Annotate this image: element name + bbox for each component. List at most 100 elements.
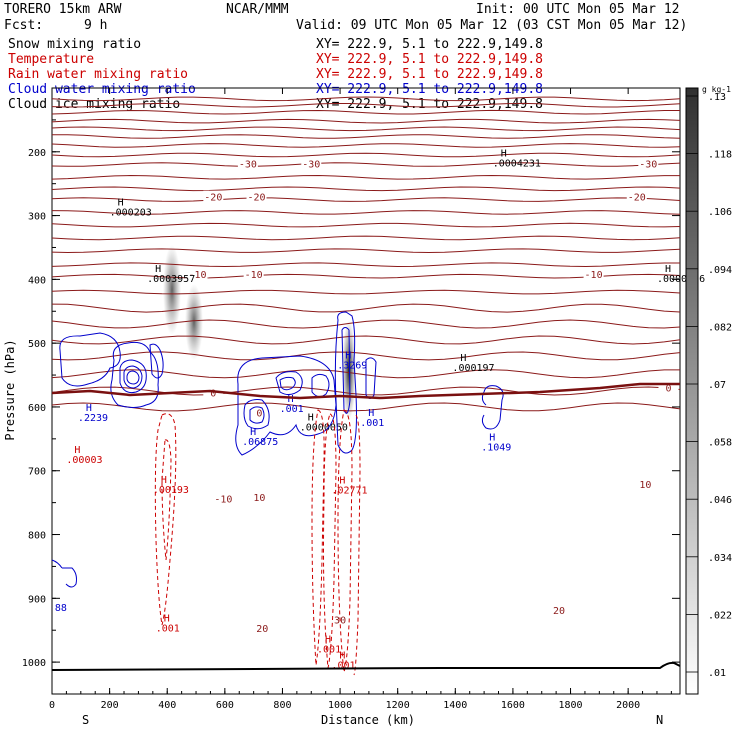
y-tick-label: 900 xyxy=(28,594,46,605)
isotherm-label: 0 xyxy=(256,408,262,419)
maximum-value: .00003 xyxy=(66,455,102,466)
field-xs-endpoints: XY= 222.9, 5.1 to 222.9,149.8 xyxy=(316,82,543,97)
isotherm-label: -10 xyxy=(245,270,263,281)
y-tick-label: 300 xyxy=(28,212,46,223)
isotherm xyxy=(51,96,681,102)
isotherm-label-bg xyxy=(213,492,234,505)
isotherm xyxy=(51,210,681,215)
colorbar-label: .13 xyxy=(708,92,726,103)
terrain-line xyxy=(51,661,681,671)
isotherm-label: -10 xyxy=(214,494,232,505)
colorbar-units: g kg-1 xyxy=(702,85,731,94)
isotherm-label: -30 xyxy=(639,160,657,171)
maximum-marker: H xyxy=(250,427,256,438)
maximum-marker: H xyxy=(155,264,161,275)
isotherm xyxy=(51,143,681,148)
colorbar-label: .058 xyxy=(708,438,732,449)
field-xs-endpoints: XY= 222.9, 5.1 to 222.9,149.8 xyxy=(316,67,543,82)
field-name: Rain water mixing ratio xyxy=(8,67,188,82)
maximum-marker: H xyxy=(460,353,466,364)
isotherm-label: 20 xyxy=(553,606,565,617)
init-time: Init: 00 UTC Mon 05 Mar 12 xyxy=(476,2,680,17)
isotherm xyxy=(51,152,681,158)
maximum-marker: H xyxy=(345,351,351,362)
isotherm-label: -30 xyxy=(302,160,320,171)
maximum-value: .001 xyxy=(360,418,384,429)
isotherm-label-bg xyxy=(635,477,656,490)
maximum-marker: H xyxy=(368,408,374,419)
south-label: S xyxy=(82,713,89,727)
isotherm xyxy=(51,289,681,295)
isotherm-label: -20 xyxy=(204,193,222,204)
isotherm xyxy=(51,109,680,115)
maximum-value: .1049 xyxy=(481,442,511,453)
maximum-marker: H xyxy=(325,635,331,646)
isotherm-label: -20 xyxy=(248,193,266,204)
maximum-value: .0000050 xyxy=(300,423,348,434)
y-tick-label: 1000 xyxy=(22,658,46,669)
x-tick-label: 800 xyxy=(273,700,291,711)
isotherm-label: -10 xyxy=(585,270,603,281)
colorbar-label: .034 xyxy=(708,553,732,564)
isotherm-label: -30 xyxy=(239,160,257,171)
isotherm xyxy=(51,118,681,124)
colorbar-label: .118 xyxy=(708,150,732,161)
isotherm xyxy=(51,303,681,313)
colorbar-label: .07 xyxy=(708,380,726,391)
isotherm xyxy=(51,102,681,108)
isotherm-labels: -30 -30 -30 -20 -20 -20 -10 -10 -10 0 0 0 -10 10 10 20 2… xyxy=(187,157,679,635)
isotherm xyxy=(51,402,681,412)
maximum-value: .001 xyxy=(331,660,355,671)
maximum-marker: H xyxy=(118,198,124,209)
isotherm-label: 10 xyxy=(253,493,265,504)
maximum-value: .000203 xyxy=(110,208,152,219)
isotherm-label-bg xyxy=(638,157,659,170)
colorbar-label: .106 xyxy=(708,207,732,218)
maximum-marker: H xyxy=(489,432,495,443)
x-tick-label: 1400 xyxy=(443,700,467,711)
model-title: TORERO 15km ARW xyxy=(4,2,122,17)
maximum-value: .001 xyxy=(317,645,341,656)
maximum-marker: H xyxy=(501,148,507,159)
plot-frame xyxy=(51,87,681,695)
maximum-marker: H xyxy=(288,394,294,405)
x-axis: 0 200 400 600 800 1000 1200 1400 1600 1800 2000 xyxy=(49,88,672,711)
isotherm xyxy=(51,235,681,241)
north-label: N xyxy=(656,713,663,727)
maximum-value: .02771 xyxy=(331,486,367,497)
isotherm-label: 10 xyxy=(639,480,651,491)
isotherm-label: -10 xyxy=(188,270,206,281)
isotherm-label-bg xyxy=(583,267,604,280)
colorbar-label: .046 xyxy=(708,495,732,506)
maximum-marker: H xyxy=(74,445,80,456)
field-xs-endpoints: XY= 222.9, 5.1 to 222.9,149.8 xyxy=(316,97,543,112)
isotherm xyxy=(51,162,681,167)
isotherm-label-bg xyxy=(549,604,570,617)
colorbar-label: .022 xyxy=(708,610,732,621)
x-tick-label: 200 xyxy=(101,700,119,711)
maximum-marker: H xyxy=(164,613,170,624)
x-tick-label: 400 xyxy=(158,700,176,711)
isotherm-label-bg xyxy=(252,621,273,634)
isotherm-label-bg xyxy=(626,190,647,203)
x-tick-label: 1000 xyxy=(328,700,352,711)
isotherm xyxy=(51,174,680,180)
field-xs-endpoints: XY= 222.9, 5.1 to 222.9,149.8 xyxy=(316,52,543,67)
isotherm-label-bg xyxy=(246,190,267,203)
isotherm-label: 0 xyxy=(665,383,671,394)
maximum-value: .000197 xyxy=(452,363,494,374)
isotherm xyxy=(51,319,681,329)
x-tick-label: 1600 xyxy=(501,700,525,711)
field-list: Snow mixing ratio XY= 222.9, 5.1 to 222.9… xyxy=(8,37,543,112)
x-axis-label: Distance (km) xyxy=(321,713,415,727)
y-tick-label: 600 xyxy=(28,403,46,414)
isotherm xyxy=(51,273,681,279)
colorbar: .01 .022 .034 .046 .058 .07 .082 .094 .106 .118 .1… xyxy=(685,85,732,695)
colorbar-label: .082 xyxy=(708,322,732,333)
isotherm-label-bg xyxy=(243,267,264,280)
isotherm-label-bg xyxy=(249,491,270,504)
x-tick-label: 1200 xyxy=(386,700,410,711)
valid-time: Valid: 09 UTC Mon 05 Mar 12 (03 CST Mon … xyxy=(296,18,687,33)
